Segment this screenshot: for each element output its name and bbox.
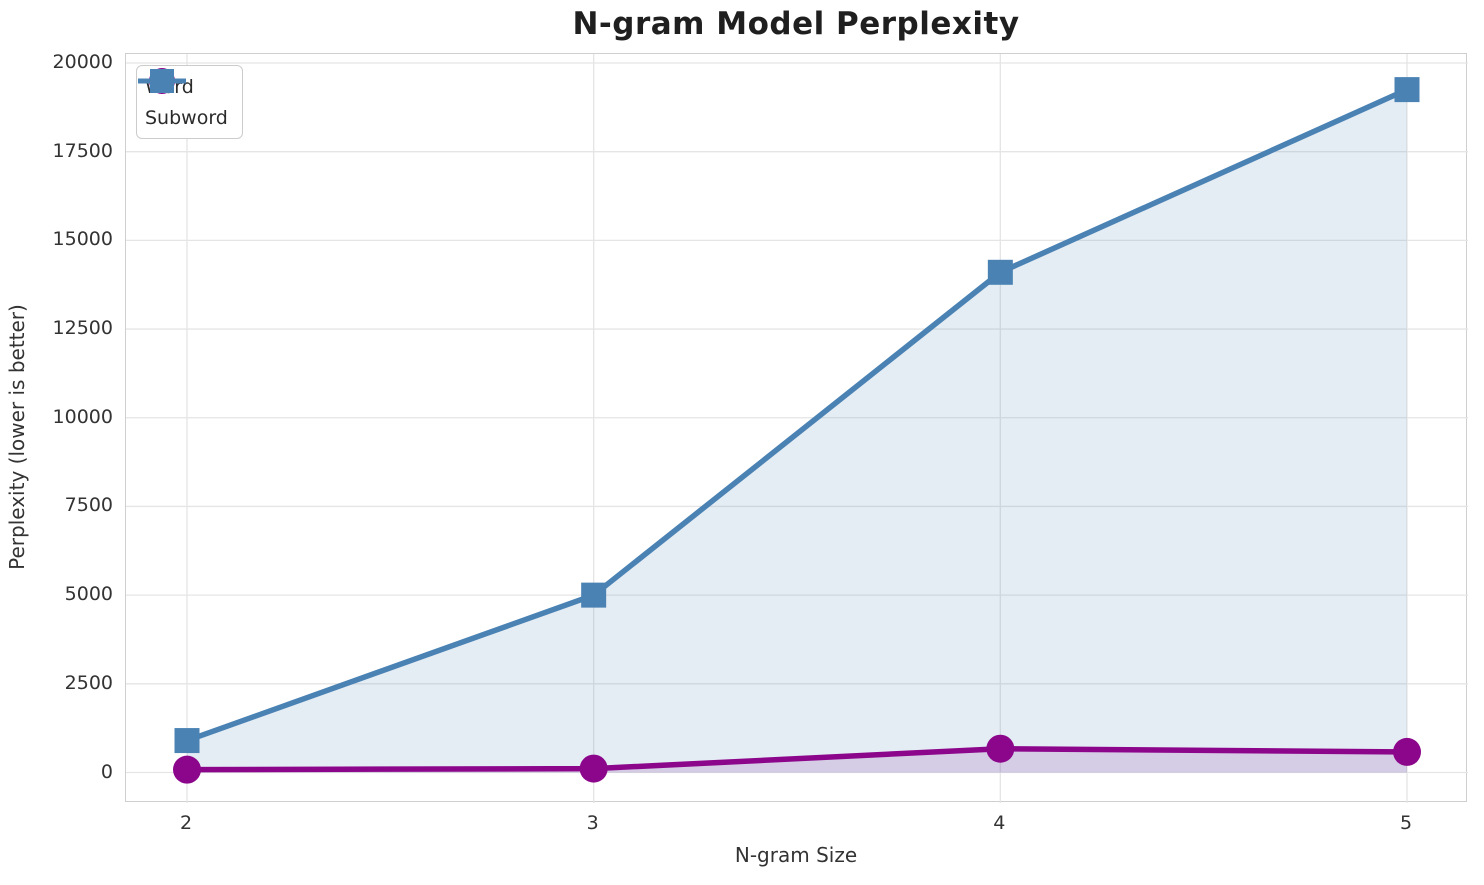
x-tick-label: 3 bbox=[586, 812, 599, 834]
series-line-word bbox=[184, 745, 1410, 773]
series-marker-word bbox=[986, 734, 1015, 763]
chart-title: N-gram Model Perplexity bbox=[572, 6, 1020, 42]
legend-label-subword: Subword bbox=[145, 106, 228, 129]
series-line-subword bbox=[184, 86, 1410, 744]
x-tick-label: 5 bbox=[1399, 812, 1413, 834]
y-tick-label: 20000 bbox=[52, 51, 113, 73]
series-marker-word bbox=[1393, 737, 1421, 766]
subword-series-glyph-icon bbox=[138, 69, 186, 93]
legend-item-subword: Subword bbox=[138, 69, 228, 133]
chart-canvas bbox=[126, 54, 1468, 803]
y-tick-label: 17500 bbox=[52, 139, 113, 162]
series-marker-subword bbox=[174, 728, 200, 754]
y-tick-label: 0 bbox=[100, 760, 113, 783]
series-area-subword bbox=[187, 89, 1407, 773]
y-tick-label: 7500 bbox=[64, 494, 113, 517]
series-marker-subword bbox=[581, 582, 607, 608]
x-tick-label: 4 bbox=[993, 812, 1006, 834]
series-marker-subword bbox=[987, 259, 1013, 285]
plot-area: Word Subword bbox=[125, 53, 1468, 803]
y-tick-label: 15000 bbox=[52, 228, 113, 251]
series-marker-word bbox=[579, 754, 608, 783]
y-tick-label: 2500 bbox=[64, 671, 113, 694]
series-marker-subword bbox=[1394, 77, 1420, 103]
series-marker-word bbox=[173, 755, 201, 784]
y-tick-label: 12500 bbox=[52, 317, 113, 340]
x-axis-label: N-gram Size bbox=[734, 843, 858, 867]
y-tick-label: 5000 bbox=[64, 583, 113, 606]
x-tick-label: 2 bbox=[179, 812, 193, 834]
legend: Word Subword bbox=[136, 65, 243, 139]
y-tick-label: 10000 bbox=[52, 405, 113, 428]
